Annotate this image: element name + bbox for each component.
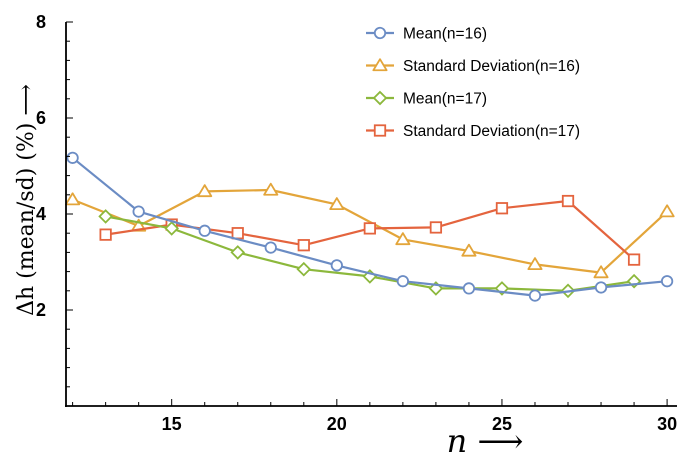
data-point xyxy=(494,281,510,296)
legend: Mean(n=16) Standard Deviation(n=16) Mean(n… xyxy=(366,26,580,140)
legend-marker xyxy=(373,26,387,40)
series-1 xyxy=(66,151,674,302)
legend-label: Standard Deviation(n=17) xyxy=(403,123,580,140)
data-point xyxy=(660,275,674,288)
y-axis-label: Δh (mean/sd) (%) ⟶ xyxy=(14,84,39,316)
data-point xyxy=(627,253,641,266)
data-point xyxy=(99,228,112,241)
x-tick-label: 30 xyxy=(657,414,677,434)
x-axis-label: n ⟶ xyxy=(447,422,524,459)
data-point xyxy=(164,221,180,236)
legend-entry: Standard Deviation(n=17) xyxy=(366,123,580,140)
series-line xyxy=(71,156,668,297)
legend-marker xyxy=(372,90,388,106)
data-point xyxy=(263,182,279,196)
data-point xyxy=(561,194,575,208)
data-point xyxy=(131,218,147,232)
data-point xyxy=(395,232,411,246)
y-tick-label: 4 xyxy=(36,204,46,224)
data-point xyxy=(330,259,343,272)
series-line xyxy=(72,188,668,274)
legend-label: Standard Deviation(n=16) xyxy=(403,58,580,75)
data-point xyxy=(132,205,145,218)
data-point xyxy=(462,282,476,295)
legend-marker xyxy=(373,124,387,137)
data-point xyxy=(659,204,675,218)
y-tick-label: 2 xyxy=(36,300,46,320)
data-point xyxy=(230,245,246,260)
data-point xyxy=(527,257,543,271)
legend-entry: Mean(n=17) xyxy=(366,91,487,108)
data-point xyxy=(65,192,81,206)
x-tick-label: 25 xyxy=(492,414,512,434)
series-4 xyxy=(99,194,641,266)
data-point xyxy=(528,289,542,302)
data-point xyxy=(297,239,310,252)
data-point xyxy=(296,261,312,277)
data-point xyxy=(461,243,477,257)
data-point xyxy=(363,222,376,235)
legend-entry: Standard Deviation(n=16) xyxy=(366,58,580,75)
data-point xyxy=(197,184,213,198)
legend-label: Mean(n=17) xyxy=(403,91,487,108)
legend-label: Mean(n=16) xyxy=(403,26,487,43)
legend-entry: Mean(n=16) xyxy=(366,26,487,43)
data-point xyxy=(594,281,608,294)
data-point xyxy=(98,209,113,224)
data-point xyxy=(329,197,345,211)
data-point xyxy=(495,202,509,215)
y-tick-label: 6 xyxy=(36,108,46,128)
series-layer xyxy=(65,151,675,302)
data-point xyxy=(429,221,443,234)
data-point xyxy=(198,224,211,237)
series-2 xyxy=(65,182,675,279)
data-point xyxy=(231,227,244,240)
data-point xyxy=(396,275,410,288)
legend-marker xyxy=(372,58,388,72)
axes: 2 4 6 8 15 20 25 30 xyxy=(36,12,677,434)
series-3 xyxy=(98,209,642,299)
data-point xyxy=(593,265,609,279)
y-tick-label: 8 xyxy=(36,12,46,32)
data-point xyxy=(264,241,277,254)
data-point xyxy=(66,151,79,164)
x-tick-label: 15 xyxy=(162,414,182,434)
x-tick-label: 20 xyxy=(327,414,347,434)
